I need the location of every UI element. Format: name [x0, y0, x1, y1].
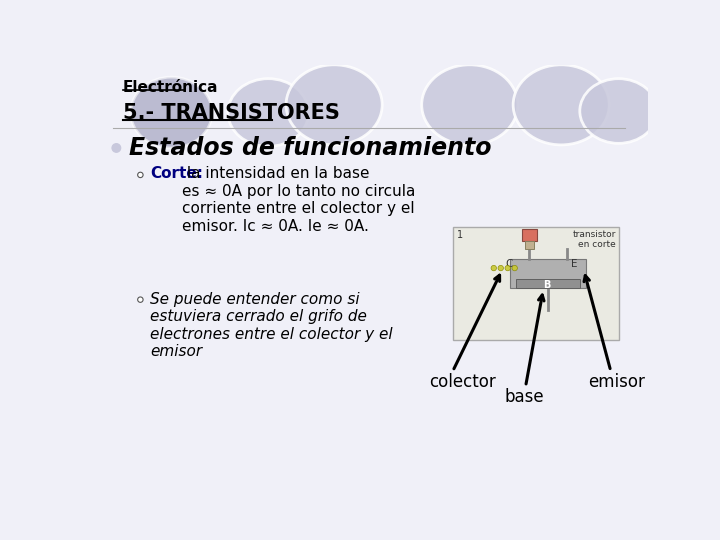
Text: C: C [505, 259, 513, 269]
Ellipse shape [512, 265, 518, 271]
Text: 5.- TRANSISTORES: 5.- TRANSISTORES [122, 103, 339, 123]
Text: la intensidad en la base
es ≈ 0A por lo tanto no circula
corriente entre el cole: la intensidad en la base es ≈ 0A por lo … [182, 166, 415, 234]
Text: Se puede entender como si
estuviera cerrado el grifo de
electrones entre el cole: Se puede entender como si estuviera cerr… [150, 292, 393, 359]
Text: Corte:: Corte: [150, 166, 204, 181]
Ellipse shape [580, 79, 657, 143]
Ellipse shape [422, 65, 518, 145]
Ellipse shape [491, 265, 497, 271]
Ellipse shape [498, 265, 503, 271]
Ellipse shape [131, 77, 212, 148]
Ellipse shape [513, 65, 609, 145]
Ellipse shape [286, 65, 382, 145]
Text: E: E [570, 259, 577, 269]
Text: colector: colector [429, 373, 496, 391]
Text: Electrónica: Electrónica [122, 80, 218, 95]
Bar [516, 279, 580, 288]
Bar [522, 229, 537, 241]
Ellipse shape [138, 172, 143, 178]
Ellipse shape [138, 297, 143, 302]
Text: transistor
en corte: transistor en corte [573, 230, 616, 249]
Bar [453, 226, 619, 340]
Ellipse shape [112, 144, 121, 152]
Text: base: base [505, 388, 544, 406]
Ellipse shape [228, 79, 309, 146]
Bar [510, 259, 586, 288]
Text: emisor: emisor [588, 373, 645, 391]
Ellipse shape [505, 265, 510, 271]
Bar [525, 241, 534, 249]
Text: 1: 1 [456, 231, 463, 240]
Text: B: B [544, 280, 551, 289]
Text: Estados de funcionamiento: Estados de funcionamiento [129, 137, 491, 160]
